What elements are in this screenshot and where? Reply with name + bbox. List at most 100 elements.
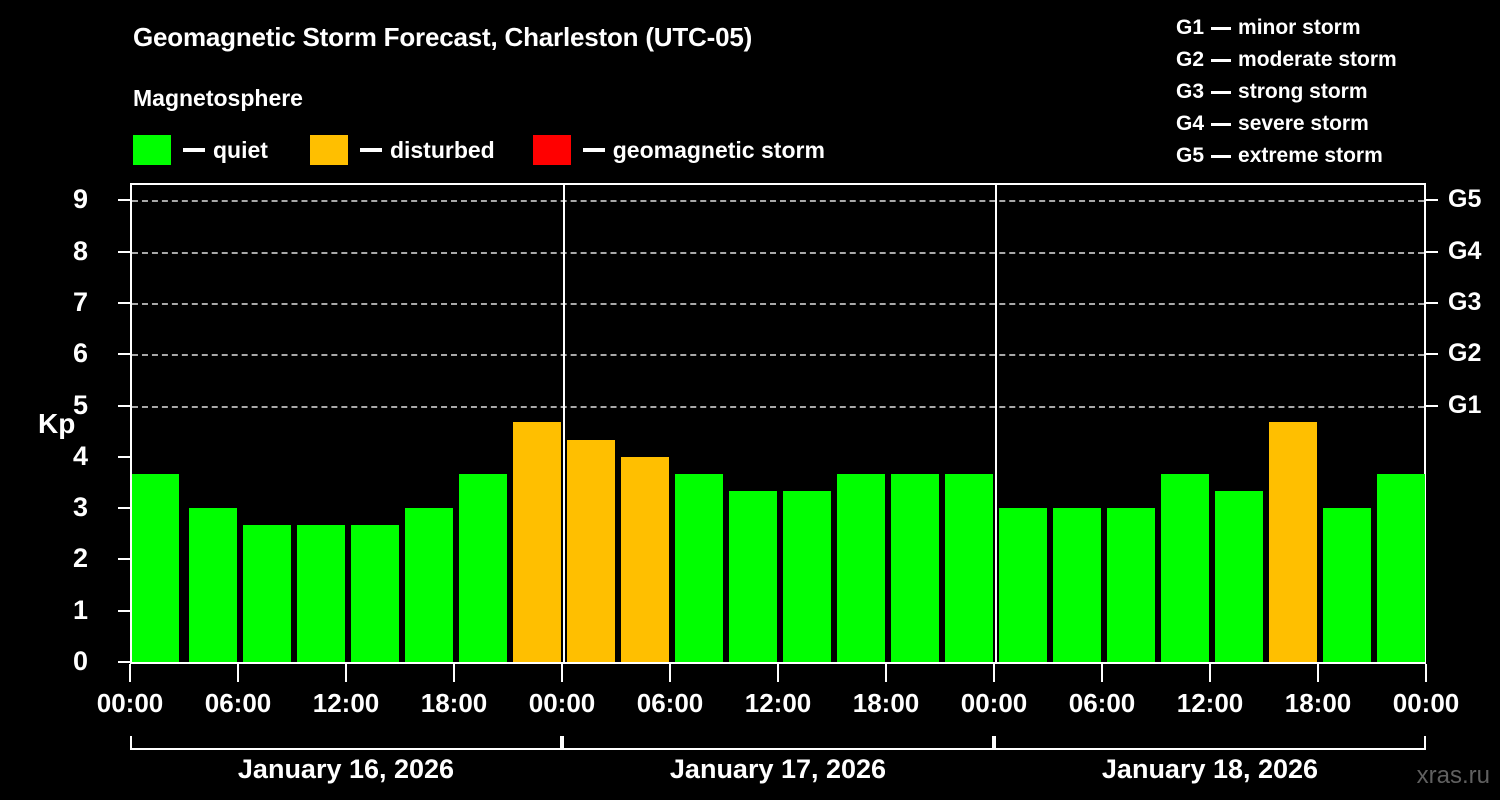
bar-6: [459, 473, 507, 662]
legend-label-storm: geomagnetic storm: [612, 136, 825, 163]
x-tick-mark-9: [1101, 664, 1103, 682]
y-tick-label-4: 4: [72, 440, 88, 471]
g-legend-row-g1: G1 minor storm: [1176, 12, 1486, 44]
x-tick-label-8: 00:00: [960, 688, 1028, 718]
g-tick-label-g5: G5: [1448, 185, 1482, 214]
x-tick-label-0: 00:00: [96, 688, 164, 718]
y-tick-label-3: 3: [72, 492, 88, 523]
g-legend-desc: extreme storm: [1238, 144, 1383, 167]
bar-8: [567, 439, 615, 662]
legend-dash-icon: [359, 148, 382, 152]
g-tick-mark-g4: [1426, 250, 1438, 253]
y-tick-mark-1: [118, 609, 130, 612]
day-bracket-1: [130, 736, 562, 750]
g-legend-dash-icon: [1211, 154, 1232, 158]
day-bracket-2: [562, 736, 994, 750]
x-tick-label-1: 06:00: [204, 688, 272, 718]
y-tick-label-5: 5: [72, 389, 88, 420]
bar-9: [621, 456, 669, 662]
g-legend-dash-icon: [1211, 58, 1232, 62]
bar-1: [189, 508, 237, 662]
day-label-2: January 17, 2026: [669, 754, 887, 784]
x-tick-mark-2: [345, 664, 347, 682]
x-tick-label-6: 12:00: [744, 688, 812, 718]
g-legend-desc: moderate storm: [1238, 48, 1397, 71]
y-tick-mark-9: [118, 199, 130, 202]
y-tick-mark-8: [118, 250, 130, 253]
y-tick-mark-0: [118, 661, 130, 663]
g-legend-row-g4: G4 severe storm: [1176, 108, 1486, 140]
x-tick-mark-8: [993, 664, 995, 682]
day-label-3: January 18, 2026: [1101, 754, 1319, 784]
x-tick-label-10: 12:00: [1176, 688, 1244, 718]
y-tick-mark-2: [118, 558, 130, 561]
x-tick-label-11: 18:00: [1284, 688, 1352, 718]
x-tick-mark-10: [1209, 664, 1211, 682]
bar-23: [1377, 473, 1425, 662]
x-tick-mark-3: [453, 664, 455, 682]
y-tick-mark-5: [118, 404, 130, 407]
y-axis-title: Kp: [38, 408, 76, 439]
bar-21: [1269, 422, 1317, 662]
bar-10: [675, 473, 723, 662]
g-tick-mark-g3: [1426, 301, 1438, 304]
bar-13: [837, 473, 885, 662]
bar-14: [891, 473, 939, 662]
legend-label-disturbed: disturbed: [389, 136, 495, 163]
bars-layer: [132, 185, 1425, 662]
gridline-kp-8: [132, 251, 1424, 254]
gridline-kp-6: [132, 354, 1424, 357]
x-tick-mark-6: [777, 664, 779, 682]
y-tick-mark-4: [118, 455, 130, 458]
x-tick-mark-12: [1425, 664, 1427, 682]
bar-4: [351, 525, 399, 662]
g-tick-label-g4: G4: [1448, 236, 1482, 265]
day-bracket-3: [994, 736, 1426, 750]
g-tick-label-g1: G1: [1448, 390, 1482, 419]
g-legend-desc: minor storm: [1238, 16, 1361, 39]
y-tick-label-7: 7: [72, 286, 88, 317]
bar-19: [1161, 473, 1209, 662]
legend-heading: Magnetosphere: [133, 85, 303, 111]
bar-5: [405, 508, 453, 662]
x-tick-label-7: 18:00: [852, 688, 920, 718]
y-tick-label-9: 9: [72, 184, 88, 215]
g-legend-dash-icon: [1211, 26, 1232, 30]
bar-16: [999, 508, 1047, 662]
legend-entry-disturbed: disturbed: [309, 133, 495, 167]
bar-18: [1107, 508, 1155, 662]
x-tick-label-3: 18:00: [420, 688, 488, 718]
g-legend-desc: severe storm: [1238, 112, 1369, 135]
x-tick-label-12: 00:00: [1392, 688, 1460, 718]
y-tick-label-6: 6: [72, 338, 88, 369]
g-scale-legend: G1 minor storm G2 moderate storm G3 strong st…: [1176, 12, 1486, 172]
g-legend-dash-icon: [1211, 122, 1232, 126]
g-tick-mark-g5: [1426, 199, 1438, 202]
plot-area: [130, 183, 1426, 664]
x-tick-label-4: 00:00: [528, 688, 596, 718]
g-tick-label-g2: G2: [1448, 339, 1482, 368]
color-legend: quiet disturbed geomagnetic storm: [133, 133, 825, 167]
bar-0: [132, 473, 179, 662]
legend-swatch-quiet: [133, 135, 171, 165]
g-legend-code: G3: [1176, 80, 1205, 103]
bar-3: [297, 525, 345, 662]
legend-entry-quiet: quiet: [133, 133, 268, 167]
y-tick-label-0: 0: [72, 646, 88, 676]
day-divider-1: [563, 185, 565, 662]
gridline-kp-9: [132, 200, 1424, 203]
bar-12: [783, 491, 831, 662]
bar-15: [945, 473, 993, 662]
x-tick-mark-7: [885, 664, 887, 682]
bar-17: [1053, 508, 1101, 662]
day-label-1: January 16, 2026: [237, 754, 455, 784]
g-legend-row-g2: G2 moderate storm: [1176, 44, 1486, 76]
g-tick-mark-g2: [1426, 353, 1438, 356]
legend-swatch-disturbed: [309, 135, 348, 165]
x-tick-label-9: 06:00: [1068, 688, 1136, 718]
x-tick-mark-1: [237, 664, 239, 682]
y-tick-mark-6: [118, 353, 130, 356]
g-legend-row-g3: G3 strong storm: [1176, 76, 1486, 108]
g-tick-label-g3: G3: [1448, 287, 1482, 316]
day-divider-2: [995, 185, 997, 662]
